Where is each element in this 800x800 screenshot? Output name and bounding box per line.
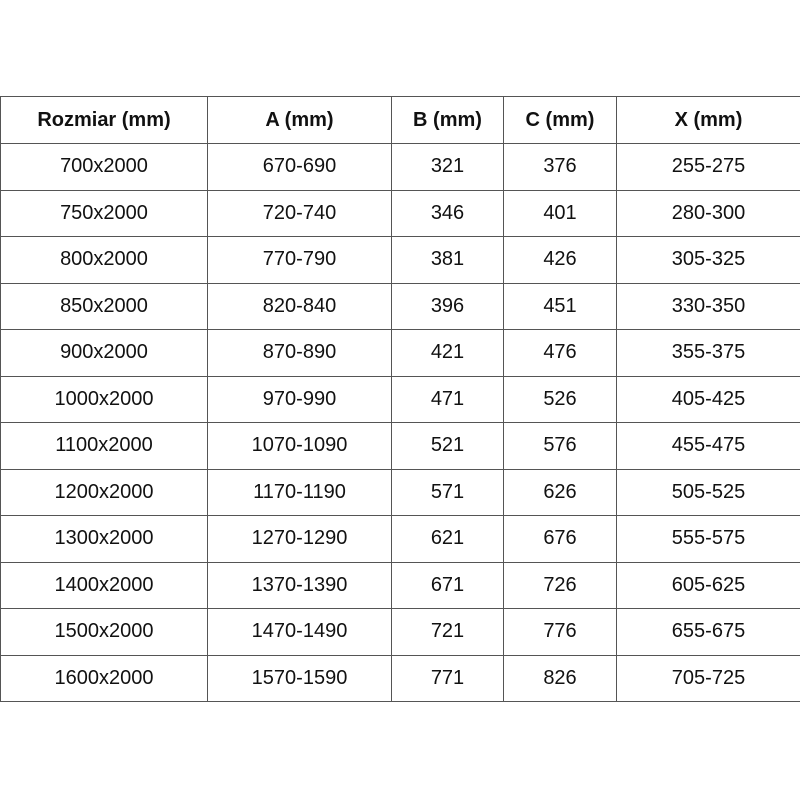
cell-a: 1270-1290 bbox=[207, 515, 392, 563]
header-size: Rozmiar (mm) bbox=[0, 96, 208, 144]
cell-b: 381 bbox=[391, 236, 504, 284]
cell-size: 1300x2000 bbox=[0, 515, 208, 563]
dimensions-table: Rozmiar (mm) A (mm) B (mm) C (mm) X (mm)… bbox=[0, 96, 800, 702]
cell-x: 655-675 bbox=[616, 608, 800, 656]
cell-c: 626 bbox=[503, 468, 617, 516]
table-row: 850x2000 820-840 396 451 330-350 bbox=[0, 282, 800, 330]
cell-size: 800x2000 bbox=[0, 236, 208, 284]
header-b: B (mm) bbox=[391, 96, 504, 144]
cell-b: 421 bbox=[391, 329, 504, 377]
cell-x: 455-475 bbox=[616, 422, 800, 470]
cell-a: 1070-1090 bbox=[207, 422, 392, 470]
table-row: 800x2000 770-790 381 426 305-325 bbox=[0, 236, 800, 284]
cell-size: 1000x2000 bbox=[0, 375, 208, 423]
cell-b: 471 bbox=[391, 375, 504, 423]
cell-c: 426 bbox=[503, 236, 617, 284]
cell-b: 521 bbox=[391, 422, 504, 470]
cell-c: 726 bbox=[503, 561, 617, 609]
cell-b: 571 bbox=[391, 468, 504, 516]
cell-b: 671 bbox=[391, 561, 504, 609]
cell-c: 776 bbox=[503, 608, 617, 656]
cell-a: 820-840 bbox=[207, 282, 392, 330]
cell-b: 721 bbox=[391, 608, 504, 656]
header-c: C (mm) bbox=[503, 96, 617, 144]
cell-size: 750x2000 bbox=[0, 189, 208, 237]
cell-x: 555-575 bbox=[616, 515, 800, 563]
header-x: X (mm) bbox=[616, 96, 800, 144]
cell-size: 1200x2000 bbox=[0, 468, 208, 516]
cell-c: 476 bbox=[503, 329, 617, 377]
table-row: 1400x2000 1370-1390 671 726 605-625 bbox=[0, 561, 800, 609]
cell-x: 605-625 bbox=[616, 561, 800, 609]
cell-a: 770-790 bbox=[207, 236, 392, 284]
cell-a: 870-890 bbox=[207, 329, 392, 377]
table-row: 1000x2000 970-990 471 526 405-425 bbox=[0, 375, 800, 423]
cell-c: 376 bbox=[503, 143, 617, 191]
cell-a: 670-690 bbox=[207, 143, 392, 191]
cell-b: 396 bbox=[391, 282, 504, 330]
cell-b: 321 bbox=[391, 143, 504, 191]
cell-a: 720-740 bbox=[207, 189, 392, 237]
cell-a: 1170-1190 bbox=[207, 468, 392, 516]
table-row: 1300x2000 1270-1290 621 676 555-575 bbox=[0, 515, 800, 563]
cell-c: 451 bbox=[503, 282, 617, 330]
cell-x: 505-525 bbox=[616, 468, 800, 516]
cell-b: 346 bbox=[391, 189, 504, 237]
table-row: 700x2000 670-690 321 376 255-275 bbox=[0, 143, 800, 191]
table-row: 900x2000 870-890 421 476 355-375 bbox=[0, 329, 800, 377]
cell-a: 1570-1590 bbox=[207, 654, 392, 702]
cell-x: 305-325 bbox=[616, 236, 800, 284]
table-row: 750x2000 720-740 346 401 280-300 bbox=[0, 189, 800, 237]
cell-c: 576 bbox=[503, 422, 617, 470]
cell-b: 771 bbox=[391, 654, 504, 702]
cell-size: 900x2000 bbox=[0, 329, 208, 377]
cell-size: 700x2000 bbox=[0, 143, 208, 191]
cell-size: 1100x2000 bbox=[0, 422, 208, 470]
cell-c: 676 bbox=[503, 515, 617, 563]
cell-a: 970-990 bbox=[207, 375, 392, 423]
cell-b: 621 bbox=[391, 515, 504, 563]
header-a: A (mm) bbox=[207, 96, 392, 144]
cell-x: 255-275 bbox=[616, 143, 800, 191]
cell-c: 826 bbox=[503, 654, 617, 702]
table-row: 1500x2000 1470-1490 721 776 655-675 bbox=[0, 608, 800, 656]
cell-c: 401 bbox=[503, 189, 617, 237]
cell-x: 355-375 bbox=[616, 329, 800, 377]
cell-size: 1400x2000 bbox=[0, 561, 208, 609]
cell-size: 850x2000 bbox=[0, 282, 208, 330]
table-row: 1200x2000 1170-1190 571 626 505-525 bbox=[0, 468, 800, 516]
cell-x: 330-350 bbox=[616, 282, 800, 330]
table-row: 1600x2000 1570-1590 771 826 705-725 bbox=[0, 654, 800, 702]
cell-size: 1600x2000 bbox=[0, 654, 208, 702]
cell-a: 1470-1490 bbox=[207, 608, 392, 656]
header-row: Rozmiar (mm) A (mm) B (mm) C (mm) X (mm) bbox=[0, 96, 800, 144]
table-row: 1100x2000 1070-1090 521 576 455-475 bbox=[0, 422, 800, 470]
cell-size: 1500x2000 bbox=[0, 608, 208, 656]
cell-c: 526 bbox=[503, 375, 617, 423]
cell-x: 705-725 bbox=[616, 654, 800, 702]
cell-a: 1370-1390 bbox=[207, 561, 392, 609]
cell-x: 405-425 bbox=[616, 375, 800, 423]
cell-x: 280-300 bbox=[616, 189, 800, 237]
